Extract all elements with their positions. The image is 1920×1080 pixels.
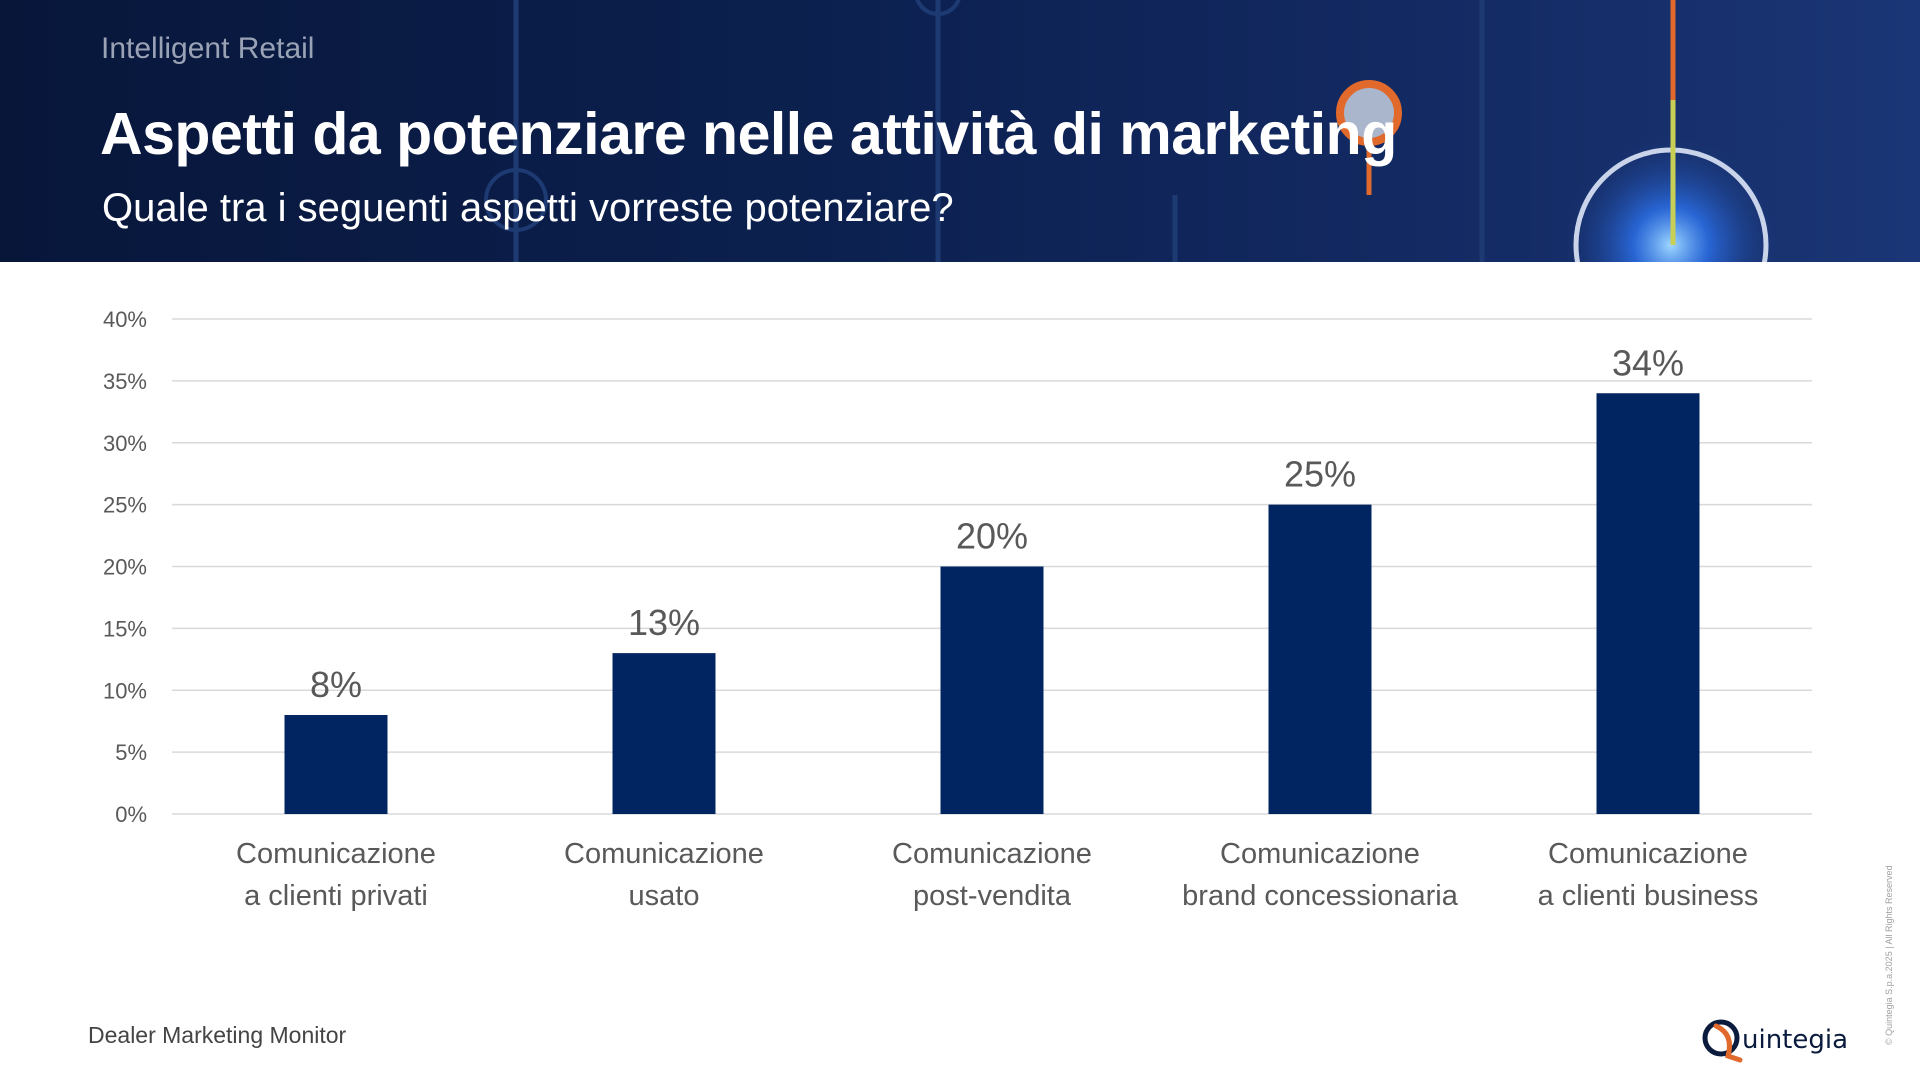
x-category-label: Comunicazione xyxy=(564,838,764,870)
deco-circle xyxy=(484,168,548,232)
logo-q-icon xyxy=(1702,1019,1743,1063)
x-category-label: usato xyxy=(629,880,700,912)
bar-layer xyxy=(284,393,1700,814)
x-category-label: Comunicazione xyxy=(892,838,1092,870)
data-label: 20% xyxy=(956,516,1028,557)
y-tick-label: 15% xyxy=(103,616,147,641)
y-tick-label: 20% xyxy=(103,555,147,580)
deco-pin-head xyxy=(1336,80,1402,146)
x-category-label: a clienti business xyxy=(1538,880,1759,912)
header-decoration xyxy=(484,0,1781,262)
y-tick-label: 35% xyxy=(103,369,147,394)
y-tick-label: 5% xyxy=(115,740,147,765)
bar xyxy=(940,566,1044,814)
bar xyxy=(1596,393,1700,814)
x-category-label: a clienti privati xyxy=(244,880,428,912)
data-label: 8% xyxy=(310,664,362,705)
label-layer: 8% Comunicazione a clienti privati 13% Comun… xyxy=(236,342,1758,912)
y-tick-label: 25% xyxy=(103,493,147,518)
x-category-label: Comunicazione xyxy=(236,838,436,870)
y-tick-label: 30% xyxy=(103,431,147,456)
data-label: 13% xyxy=(628,602,700,643)
data-label: 34% xyxy=(1612,342,1684,383)
x-category-label: post-vendita xyxy=(913,880,1072,912)
logo-text: uintegia xyxy=(1742,1025,1849,1055)
brand-label: Intelligent Retail xyxy=(101,32,315,65)
deco-circle xyxy=(915,0,961,16)
bar xyxy=(612,653,716,814)
header-banner: Intelligent Retail Aspetti da potenziare… xyxy=(0,0,1920,262)
x-category-label: Comunicazione xyxy=(1548,838,1748,870)
quintegia-logo: uintegia xyxy=(1700,1016,1848,1064)
data-label: 25% xyxy=(1284,454,1356,495)
y-tick-label: 40% xyxy=(103,307,147,332)
y-tick-label: 0% xyxy=(115,802,147,827)
bar xyxy=(1268,504,1372,814)
copyright-notice: © Quintegia S.p.a.2025 | All Rights Rese… xyxy=(1884,865,1894,1045)
bar-chart: 0% 5% 10% 15% 20% 25% 30% 35% 40% 8% Comunicazion… xyxy=(103,307,1812,912)
source-label: Dealer Marketing Monitor xyxy=(88,1022,347,1048)
page-subtitle: Quale tra i seguenti aspetti vorreste po… xyxy=(102,186,954,230)
page-title: Aspetti da potenziare nelle attività di … xyxy=(100,101,1397,167)
y-tick-label: 10% xyxy=(103,678,147,703)
x-category-label: brand concessionaria xyxy=(1182,880,1459,912)
bar xyxy=(284,715,388,814)
x-category-label: Comunicazione xyxy=(1220,838,1420,870)
